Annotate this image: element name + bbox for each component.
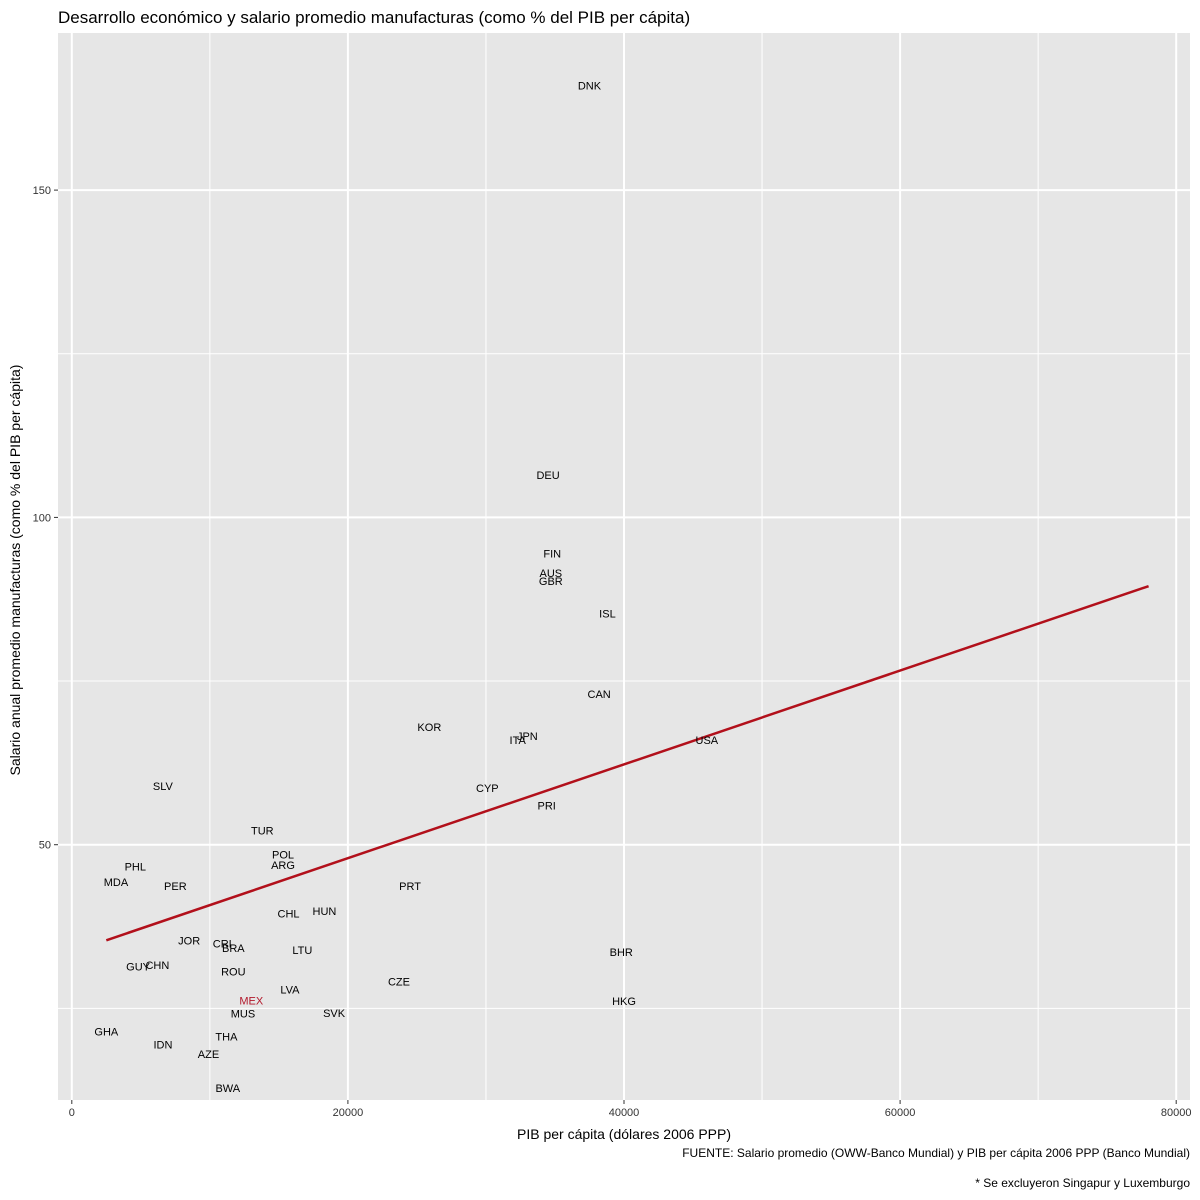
point-label-cyp: CYP [476, 783, 499, 795]
point-label-bwa: BWA [215, 1083, 240, 1095]
point-label-gbr: GBR [539, 576, 563, 588]
point-label-aus: AUS [540, 568, 563, 580]
point-label-can: CAN [588, 689, 611, 701]
point-label-phl: PHL [125, 861, 146, 873]
point-label-ltu: LTU [292, 945, 312, 957]
point-label-arg: ARG [271, 860, 295, 872]
point-label-idn: IDN [153, 1039, 172, 1051]
point-label-chn: CHN [145, 960, 169, 972]
point-label-slv: SLV [153, 781, 174, 793]
point-label-jor: JOR [178, 935, 200, 947]
note-caption: * Se excluyeron Singapur y Luxemburgo [975, 1176, 1190, 1190]
point-label-hun: HUN [313, 906, 337, 918]
point-label-cri: CRI [213, 939, 232, 951]
point-label-pol: POL [272, 850, 294, 862]
point-label-mex: MEX [239, 996, 264, 1008]
point-label-pri: PRI [538, 800, 556, 812]
point-label-usa: USA [696, 735, 719, 747]
x-tick-label: 0 [69, 1107, 75, 1119]
point-label-bra: BRA [222, 943, 245, 955]
point-label-deu: DEU [536, 470, 559, 482]
x-tick-label: 80000 [1161, 1107, 1192, 1119]
point-label-per: PER [164, 881, 187, 893]
point-label-ita: ITA [510, 735, 527, 747]
y-axis: 50 100 150 [33, 185, 58, 852]
point-label-mus: MUS [231, 1009, 255, 1021]
point-label-mda: MDA [104, 877, 129, 889]
point-label-tha: THA [215, 1032, 238, 1044]
point-label-svk: SVK [323, 1008, 346, 1020]
point-label-fin: FIN [543, 548, 561, 560]
x-axis-title: PIB per cápita (dólares 2006 PPP) [517, 1126, 731, 1142]
point-label-jpn: JPN [517, 731, 538, 743]
point-label-gha: GHA [94, 1026, 119, 1038]
major-gridlines [58, 33, 1190, 1100]
y-tick-label: 150 [33, 185, 51, 197]
source-caption: FUENTE: Salario promedio (OWW-Banco Mund… [682, 1146, 1190, 1160]
x-tick-label: 20000 [333, 1107, 364, 1119]
x-tick-label: 60000 [885, 1107, 916, 1119]
point-label-isl: ISL [599, 609, 616, 621]
point-label-lva: LVA [280, 984, 300, 996]
point-label-tur: TUR [251, 825, 274, 837]
point-label-guy: GUY [126, 961, 151, 973]
point-label-aze: AZE [198, 1049, 219, 1061]
y-axis-title: Salario anual promedio manufacturas (com… [7, 365, 23, 776]
trend-line [105, 584, 1149, 942]
point-label-chl: CHL [278, 908, 300, 920]
point-label-dnk: DNK [578, 80, 602, 92]
chart-title: Desarrollo económico y salario promedio … [58, 8, 690, 27]
point-label-prt: PRT [399, 881, 421, 893]
x-tick-label: 40000 [609, 1107, 640, 1119]
y-tick-label: 100 [33, 512, 51, 524]
y-tick-label: 50 [39, 840, 51, 852]
point-label-cze: CZE [388, 977, 410, 989]
point-label-hkg: HKG [612, 996, 636, 1008]
x-axis: 0 20000 40000 60000 80000 [69, 1100, 1192, 1119]
point-label-kor: KOR [417, 722, 441, 734]
point-label-rou: ROU [221, 967, 246, 979]
point-label-bhr: BHR [610, 947, 633, 959]
